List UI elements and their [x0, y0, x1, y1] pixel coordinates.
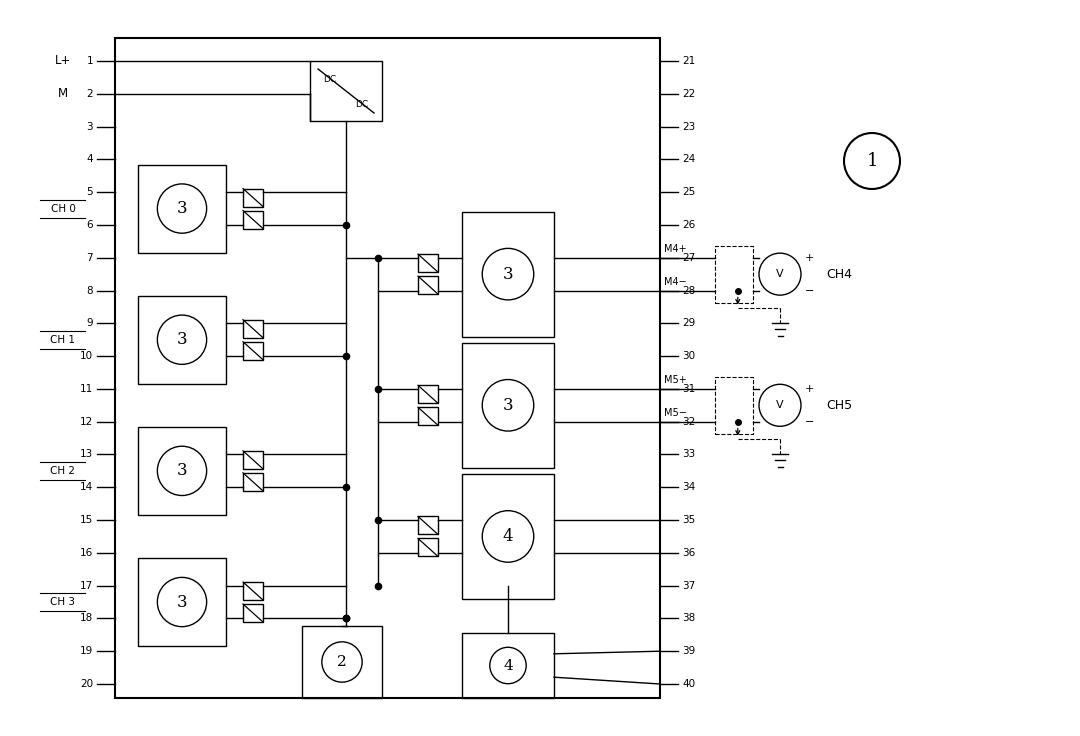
Bar [114, 38, 660, 698]
Text: 3: 3 [86, 121, 93, 132]
Text: V: V [777, 400, 784, 410]
Text: 2: 2 [86, 89, 93, 99]
Text: 16: 16 [80, 548, 93, 558]
Text: 7: 7 [86, 252, 93, 263]
Text: CH4: CH4 [826, 268, 852, 280]
Bar [462, 212, 554, 336]
Text: +: + [805, 384, 814, 394]
Text: 36: 36 [681, 548, 696, 558]
Text: 18: 18 [80, 613, 93, 623]
Bar [243, 188, 264, 207]
Text: 26: 26 [681, 220, 696, 230]
Text: 3: 3 [177, 462, 187, 479]
Bar [243, 473, 264, 491]
Bar [462, 633, 554, 698]
Text: 8: 8 [86, 286, 93, 296]
Text: 12: 12 [80, 417, 93, 427]
Text: 3: 3 [177, 200, 187, 217]
Text: 39: 39 [681, 646, 696, 657]
Text: 9: 9 [86, 318, 93, 328]
Text: 4: 4 [503, 659, 513, 673]
Bar [243, 582, 264, 600]
Text: M5−: M5− [664, 408, 687, 418]
Text: 17: 17 [80, 581, 93, 590]
Text: 23: 23 [681, 121, 696, 132]
Text: 40: 40 [681, 679, 696, 689]
Text: 15: 15 [80, 515, 93, 525]
Text: 6: 6 [86, 220, 93, 230]
Bar [418, 407, 438, 425]
Bar [243, 342, 264, 360]
Bar [302, 626, 382, 698]
Text: CH 2: CH 2 [51, 466, 76, 476]
Bar [418, 276, 438, 294]
Text: M4+: M4+ [664, 244, 687, 254]
Text: V: V [777, 269, 784, 279]
Text: CH 3: CH 3 [51, 597, 76, 607]
Text: M: M [58, 88, 68, 100]
Bar [243, 319, 264, 338]
Bar [310, 61, 382, 121]
Text: 2: 2 [337, 655, 347, 669]
Text: +: + [805, 252, 814, 263]
Bar [138, 558, 226, 646]
Bar [243, 604, 264, 622]
Text: CH 1: CH 1 [51, 335, 76, 344]
Text: 30: 30 [681, 351, 696, 361]
Text: 4: 4 [86, 155, 93, 164]
Bar [138, 165, 226, 252]
Text: 21: 21 [681, 56, 696, 66]
Text: 3: 3 [177, 593, 187, 611]
Text: DC: DC [355, 99, 368, 109]
Text: 14: 14 [80, 482, 93, 492]
Bar [418, 517, 438, 534]
Text: 5: 5 [86, 187, 93, 197]
Bar [243, 210, 264, 229]
Text: −: − [805, 286, 814, 296]
Text: 28: 28 [681, 286, 696, 296]
Text: 29: 29 [681, 318, 696, 328]
Text: CH 0: CH 0 [51, 204, 76, 213]
Text: 38: 38 [681, 613, 696, 623]
Bar [418, 385, 438, 403]
Bar [462, 343, 554, 468]
Bar [715, 246, 753, 302]
Text: 20: 20 [80, 679, 93, 689]
Text: 10: 10 [80, 351, 93, 361]
Text: 1: 1 [86, 56, 93, 66]
Text: 3: 3 [502, 266, 513, 283]
Bar [138, 296, 226, 383]
Text: 31: 31 [681, 384, 696, 394]
Text: DC: DC [324, 74, 337, 83]
Text: 3: 3 [502, 397, 513, 414]
Text: 11: 11 [80, 384, 93, 394]
Bar [462, 474, 554, 599]
Bar [138, 427, 226, 515]
Bar [418, 539, 438, 556]
Text: L+: L+ [55, 54, 71, 68]
Bar [715, 377, 753, 434]
Text: 1: 1 [866, 152, 878, 170]
Text: 4: 4 [502, 528, 513, 545]
Text: −: − [805, 417, 814, 427]
Text: 32: 32 [681, 417, 696, 427]
Text: 25: 25 [681, 187, 696, 197]
Text: M5+: M5+ [664, 375, 687, 385]
Text: CH5: CH5 [826, 399, 852, 411]
Bar [243, 451, 264, 469]
Text: 19: 19 [80, 646, 93, 657]
Bar [418, 254, 438, 272]
Text: 22: 22 [681, 89, 696, 99]
Text: 13: 13 [80, 450, 93, 459]
Text: 24: 24 [681, 155, 696, 164]
Text: 35: 35 [681, 515, 696, 525]
Text: 27: 27 [681, 252, 696, 263]
Text: 33: 33 [681, 450, 696, 459]
Text: 34: 34 [681, 482, 696, 492]
Text: 3: 3 [177, 331, 187, 348]
Text: M4−: M4− [664, 277, 687, 286]
Text: 37: 37 [681, 581, 696, 590]
